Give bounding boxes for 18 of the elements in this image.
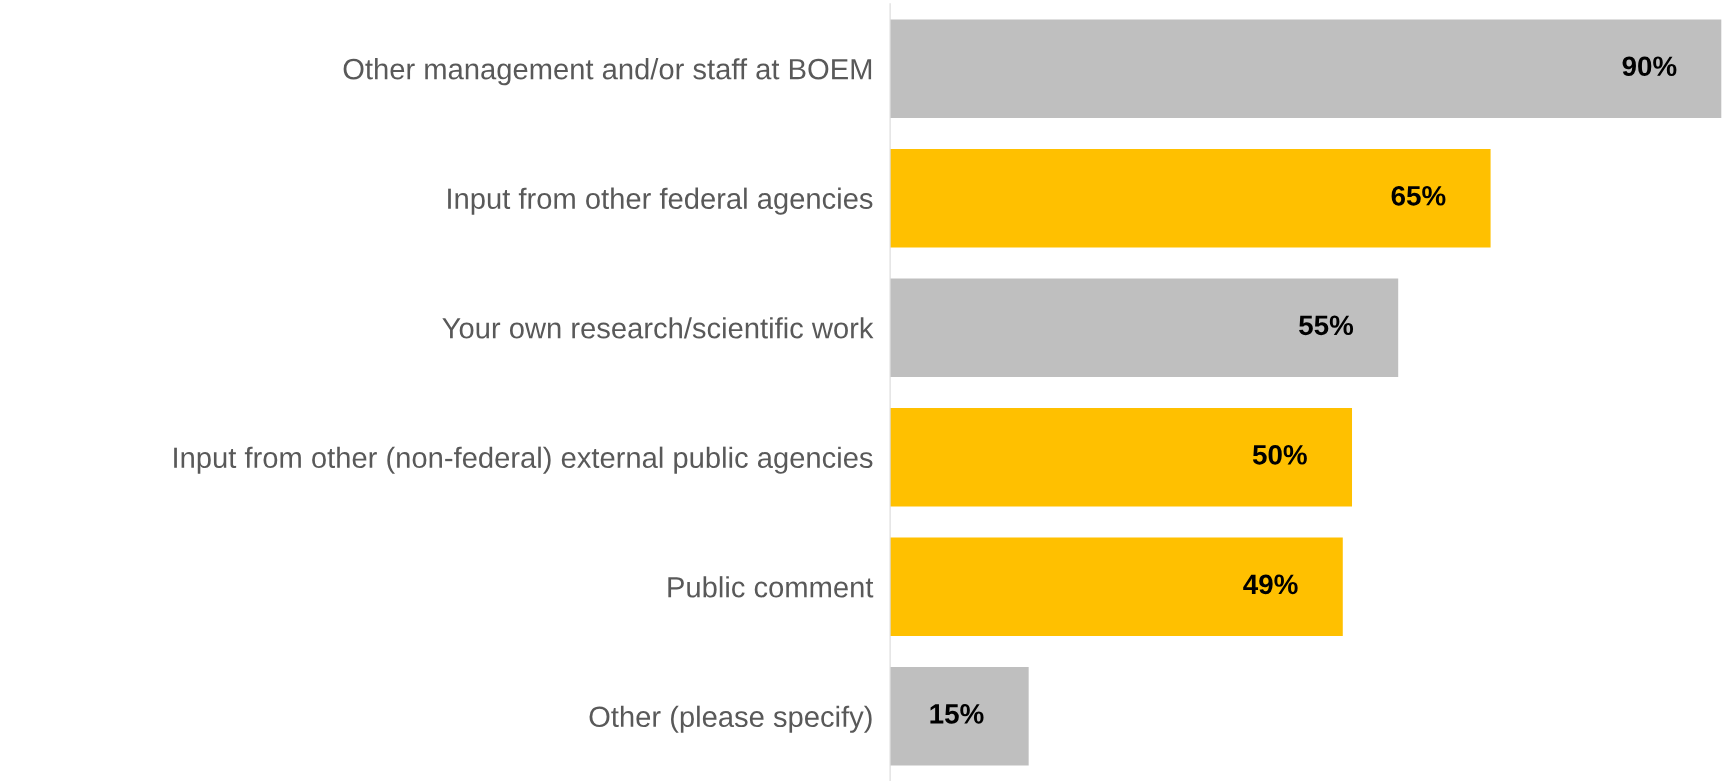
bar: [890, 278, 1399, 377]
data-label: 90%: [1622, 56, 1677, 77]
data-label: 55%: [1299, 315, 1354, 336]
data-label: 15%: [930, 704, 984, 724]
bar: [890, 667, 1029, 766]
bar: [890, 407, 1353, 507]
y-tick-label: Your own research/scientific work: [442, 317, 874, 339]
y-tick-label: Other management and/or staff at BOEM: [343, 58, 872, 86]
bar: [890, 19, 1722, 118]
data-label: 50%: [1252, 445, 1307, 465]
bar: [890, 148, 1491, 248]
data-label: 65%: [1391, 185, 1446, 206]
y-tick-label: Input from other federal agencies: [448, 187, 873, 215]
y-tick-label: Public comment: [668, 576, 874, 598]
y-tick-label: Input from other (non-federal) external public agencies: [174, 446, 873, 474]
y-tick-label: Other (please specify): [589, 705, 872, 733]
bar: [890, 537, 1343, 636]
data-label: 49%: [1243, 574, 1298, 595]
